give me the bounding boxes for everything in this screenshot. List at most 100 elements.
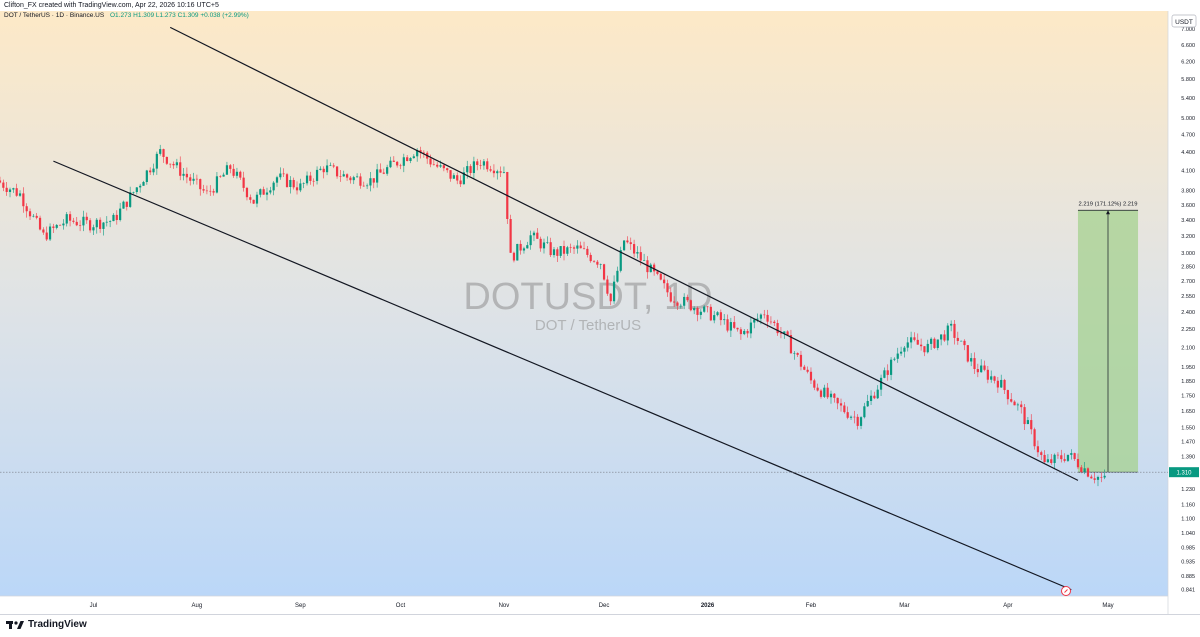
target-label: 2.219 (171.12%) 2.219 bbox=[1079, 201, 1138, 207]
candle-body bbox=[182, 173, 185, 176]
candle-body bbox=[215, 176, 219, 193]
candle-body bbox=[582, 248, 586, 249]
target-arrow-head bbox=[1106, 210, 1110, 215]
candle-body bbox=[626, 240, 629, 243]
candle-body bbox=[859, 417, 863, 426]
candle-body bbox=[179, 162, 182, 176]
alert-icon[interactable] bbox=[1061, 586, 1071, 596]
candle-body bbox=[926, 343, 929, 353]
price-axis[interactable]: 7.000 6.600 6.200 5.800 5.400 5.000 4.700 4.400… bbox=[1181, 27, 1195, 593]
candle-body bbox=[239, 171, 242, 178]
candle-body bbox=[42, 229, 45, 233]
candle-body bbox=[756, 318, 759, 320]
candle-body bbox=[35, 215, 38, 218]
candles bbox=[0, 144, 1106, 487]
candle-body bbox=[976, 369, 979, 373]
candle-body bbox=[305, 175, 309, 184]
candle-body bbox=[552, 249, 556, 256]
candle-body bbox=[18, 193, 22, 196]
candle-body bbox=[502, 171, 506, 173]
candle-body bbox=[813, 380, 816, 388]
candle-body bbox=[406, 157, 409, 161]
candle-body bbox=[249, 197, 252, 200]
candle-body bbox=[155, 153, 158, 169]
candle-body bbox=[279, 173, 282, 178]
candle-body bbox=[612, 281, 616, 302]
candle-body bbox=[22, 193, 25, 207]
candle-body bbox=[496, 171, 499, 174]
candle-body bbox=[232, 168, 235, 176]
candle-body bbox=[933, 338, 936, 348]
candle-body bbox=[85, 216, 88, 221]
candle-body bbox=[619, 250, 622, 271]
candle-body bbox=[185, 173, 188, 178]
candle-body bbox=[879, 377, 883, 390]
candle-body bbox=[48, 226, 52, 240]
time-tick-label: Sep bbox=[295, 603, 306, 609]
candle-body bbox=[1063, 459, 1066, 461]
candle-body bbox=[299, 183, 302, 191]
candle-body bbox=[62, 223, 65, 226]
candle-body bbox=[392, 160, 395, 162]
channel-upper-line[interactable] bbox=[169, 26, 1079, 481]
candle-body bbox=[719, 312, 722, 321]
candle-body bbox=[706, 306, 709, 308]
candle-body bbox=[556, 249, 559, 256]
time-tick-label: May bbox=[1102, 603, 1113, 609]
price-tick-label: 1.040 bbox=[1181, 531, 1195, 537]
candle-body bbox=[923, 346, 926, 353]
candle-body bbox=[876, 389, 879, 399]
candle-body bbox=[315, 169, 319, 181]
symbol-legend[interactable]: DOT / TetherUS · 1D · Binance.US O1.273 … bbox=[4, 12, 249, 19]
candle-body bbox=[419, 150, 422, 153]
price-tick-label: 0.885 bbox=[1181, 574, 1195, 580]
candle-body bbox=[292, 179, 295, 188]
candle-body bbox=[382, 172, 385, 174]
candle-body bbox=[940, 334, 943, 340]
candle-body bbox=[462, 172, 465, 185]
time-axis[interactable]: Jul Aug Sep Oct Nov Dec 2026 Feb Mar Apr May bbox=[90, 603, 1114, 609]
candle-body bbox=[269, 190, 272, 193]
candle-body bbox=[212, 191, 215, 193]
watermark-name: DOT / TetherUS bbox=[535, 317, 641, 334]
price-tick-label: 3.600 bbox=[1181, 203, 1195, 209]
candle-body bbox=[819, 390, 823, 397]
candle-body bbox=[105, 221, 108, 223]
tradingview-logo[interactable]: TradingView bbox=[6, 619, 87, 630]
price-tick-label: 1.950 bbox=[1181, 365, 1195, 371]
candle-body bbox=[209, 190, 212, 192]
candle-body bbox=[372, 178, 375, 183]
candle-body bbox=[679, 305, 682, 307]
price-tick-label: 1.230 bbox=[1181, 487, 1195, 493]
channel-lower-line[interactable] bbox=[53, 160, 1072, 591]
symbol-line[interactable]: DOT / TetherUS · 1D · Binance.US bbox=[4, 12, 105, 19]
candle-body bbox=[920, 344, 923, 347]
candle-body bbox=[486, 161, 489, 170]
candle-body bbox=[339, 176, 342, 177]
candle-body bbox=[15, 188, 18, 196]
target-range[interactable]: 2.219 (171.12%) 2.219 bbox=[1077, 201, 1139, 473]
candle-body bbox=[376, 169, 379, 183]
candle-body bbox=[52, 226, 55, 228]
candle-body bbox=[285, 174, 289, 188]
candle-body bbox=[683, 296, 686, 306]
candle-body bbox=[786, 331, 789, 336]
candle-body bbox=[743, 330, 746, 335]
descending-channel[interactable] bbox=[0, 26, 1168, 591]
price-tick-label: 2.700 bbox=[1181, 279, 1195, 285]
candle-body bbox=[75, 221, 78, 226]
candle-body bbox=[165, 156, 168, 164]
candle-body bbox=[379, 169, 382, 173]
candle-body bbox=[432, 164, 435, 166]
candle-body bbox=[89, 220, 92, 231]
candle-body bbox=[162, 149, 165, 157]
currency-badge[interactable]: USDT bbox=[1171, 14, 1197, 28]
candle-body bbox=[225, 165, 229, 175]
candle-body bbox=[759, 314, 763, 319]
candle-body bbox=[355, 176, 359, 178]
candle-body bbox=[950, 323, 953, 326]
candle-body bbox=[1033, 429, 1036, 447]
candle-body bbox=[789, 335, 793, 354]
time-tick-label: 2026 bbox=[701, 603, 715, 609]
